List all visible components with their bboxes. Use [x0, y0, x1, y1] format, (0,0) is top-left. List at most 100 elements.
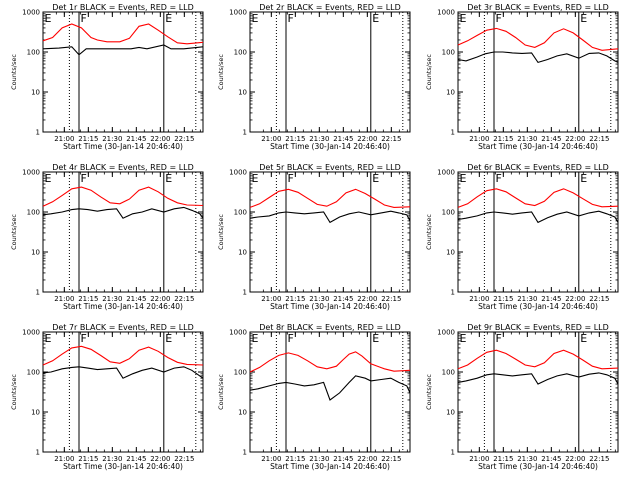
x-tick-label: 21:00: [469, 295, 489, 303]
x-tick-label: 21:30: [309, 295, 329, 303]
plot-frame: [249, 331, 411, 453]
x-tick-label: 21:30: [309, 455, 329, 463]
detector-panel-6: Det 6r BLACK = Events, RED = LLD 1 10 100 10…: [425, 163, 619, 311]
x-tick-label: 22:15: [381, 295, 401, 303]
x-tick-label: 22:00: [357, 295, 377, 303]
panel-title: Det 2r BLACK = Events, RED = LLD: [259, 3, 401, 12]
x-tick-label: 21:00: [54, 455, 74, 463]
x-axis-label: Start Time (30-Jan-14 20:46:40): [270, 302, 390, 311]
x-axis-label: Start Time (30-Jan-14 20:46:40): [478, 142, 598, 151]
detector-panel-7: Det 7r BLACK = Events, RED = LLD 1 10 100 10…: [10, 323, 204, 471]
y-tick-label: 100: [27, 49, 40, 57]
x-tick-label: 21:15: [285, 135, 305, 143]
x-tick-label: 21:45: [541, 455, 561, 463]
y-axis-label: Counts/sec: [217, 374, 225, 410]
y-tick-label: 1000: [437, 9, 455, 17]
x-tick-label: 22:15: [381, 455, 401, 463]
x-tick-label: 22:15: [381, 135, 401, 143]
y-tick-label: 10: [238, 89, 247, 97]
time-marker-label: F: [288, 172, 294, 185]
x-tick-label: 21:30: [102, 455, 122, 463]
y-axis-label: Counts/sec: [10, 54, 18, 90]
x-tick-label: 21:00: [54, 295, 74, 303]
x-tick-label: 21:45: [126, 455, 146, 463]
x-tick-label: 21:45: [126, 295, 146, 303]
time-marker-label: E: [252, 332, 259, 345]
time-marker-label: F: [81, 332, 87, 345]
x-tick-label: 21:15: [78, 455, 98, 463]
plot-frame: [42, 11, 204, 133]
lld-series-line: [42, 186, 204, 207]
y-axis-label: Counts/sec: [10, 374, 18, 410]
y-tick-label: 100: [442, 369, 455, 377]
y-tick-label: 1: [36, 449, 40, 457]
panel-title: Det 7r BLACK = Events, RED = LLD: [52, 323, 194, 332]
x-tick-label: 22:15: [589, 135, 609, 143]
x-tick-label: 21:00: [54, 135, 74, 143]
time-marker-label: E: [45, 332, 52, 345]
x-tick-label: 21:30: [102, 135, 122, 143]
y-tick-label: 1: [36, 289, 40, 297]
y-tick-label: 100: [234, 369, 247, 377]
x-tick-label: 22:15: [589, 295, 609, 303]
y-tick-label: 1000: [229, 9, 247, 17]
time-marker-label: E: [165, 12, 172, 25]
events-series-line: [42, 366, 204, 379]
y-axis-label: Counts/sec: [217, 214, 225, 250]
x-axis-label: Start Time (30-Jan-14 20:46:40): [270, 142, 390, 151]
x-tick-label: 21:15: [493, 135, 513, 143]
y-tick-label: 1: [243, 289, 247, 297]
events-series-line: [457, 210, 619, 224]
x-tick-label: 21:00: [261, 295, 281, 303]
x-tick-label: 22:00: [565, 135, 585, 143]
x-axis-label: Start Time (30-Jan-14 20:46:40): [63, 462, 183, 471]
y-axis-label: Counts/sec: [10, 214, 18, 250]
time-marker-label: E: [460, 332, 467, 345]
time-marker-label: F: [496, 332, 502, 345]
y-axis-label: Counts/sec: [425, 374, 433, 410]
x-tick-label: 21:45: [333, 295, 353, 303]
panel-title: Det 6r BLACK = Events, RED = LLD: [467, 163, 609, 172]
plot-frame: [42, 331, 204, 453]
x-tick-label: 21:15: [285, 295, 305, 303]
events-series-line: [42, 44, 204, 56]
x-tick-label: 22:15: [174, 295, 194, 303]
detector-panel-9: Det 9r BLACK = Events, RED = LLD 1 10 100 10…: [425, 323, 619, 471]
time-marker-label: E: [372, 172, 379, 185]
x-axis-label: Start Time (30-Jan-14 20:46:40): [63, 142, 183, 151]
x-tick-label: 22:00: [565, 455, 585, 463]
y-tick-label: 1: [451, 449, 455, 457]
y-tick-label: 100: [27, 209, 40, 217]
panel-title: Det 1r BLACK = Events, RED = LLD: [52, 3, 194, 12]
plot-frame: [457, 171, 619, 293]
time-marker-label: E: [165, 332, 172, 345]
x-tick-label: 22:15: [174, 455, 194, 463]
y-tick-label: 1: [243, 129, 247, 137]
x-axis-label: Start Time (30-Jan-14 20:46:40): [270, 462, 390, 471]
detector-panel-4: Det 4r BLACK = Events, RED = LLD 1 10 100 10…: [10, 163, 204, 311]
x-tick-label: 21:15: [493, 295, 513, 303]
x-tick-label: 21:00: [469, 135, 489, 143]
time-marker-label: F: [496, 12, 502, 25]
y-tick-label: 1: [451, 129, 455, 137]
detector-panel-8: Det 8r BLACK = Events, RED = LLD 1 10 100 10…: [217, 323, 411, 471]
plot-frame: [249, 11, 411, 133]
lld-series-line: [457, 188, 619, 208]
lld-series-line: [42, 345, 204, 366]
x-tick-label: 21:45: [541, 135, 561, 143]
y-tick-label: 1: [243, 449, 247, 457]
x-tick-label: 21:45: [333, 135, 353, 143]
y-tick-label: 1000: [229, 329, 247, 337]
time-marker-label: E: [460, 12, 467, 25]
x-axis-label: Start Time (30-Jan-14 20:46:40): [478, 462, 598, 471]
lld-series-line: [457, 27, 619, 51]
panel-title: Det 8r BLACK = Events, RED = LLD: [259, 323, 401, 332]
x-tick-label: 22:15: [174, 135, 194, 143]
events-series-line: [42, 206, 204, 219]
panel-title: Det 5r BLACK = Events, RED = LLD: [259, 163, 401, 172]
plot-frame: [457, 11, 619, 133]
x-tick-label: 21:00: [261, 135, 281, 143]
x-tick-label: 21:30: [517, 135, 537, 143]
events-series-line: [457, 51, 619, 64]
x-tick-label: 21:30: [309, 135, 329, 143]
